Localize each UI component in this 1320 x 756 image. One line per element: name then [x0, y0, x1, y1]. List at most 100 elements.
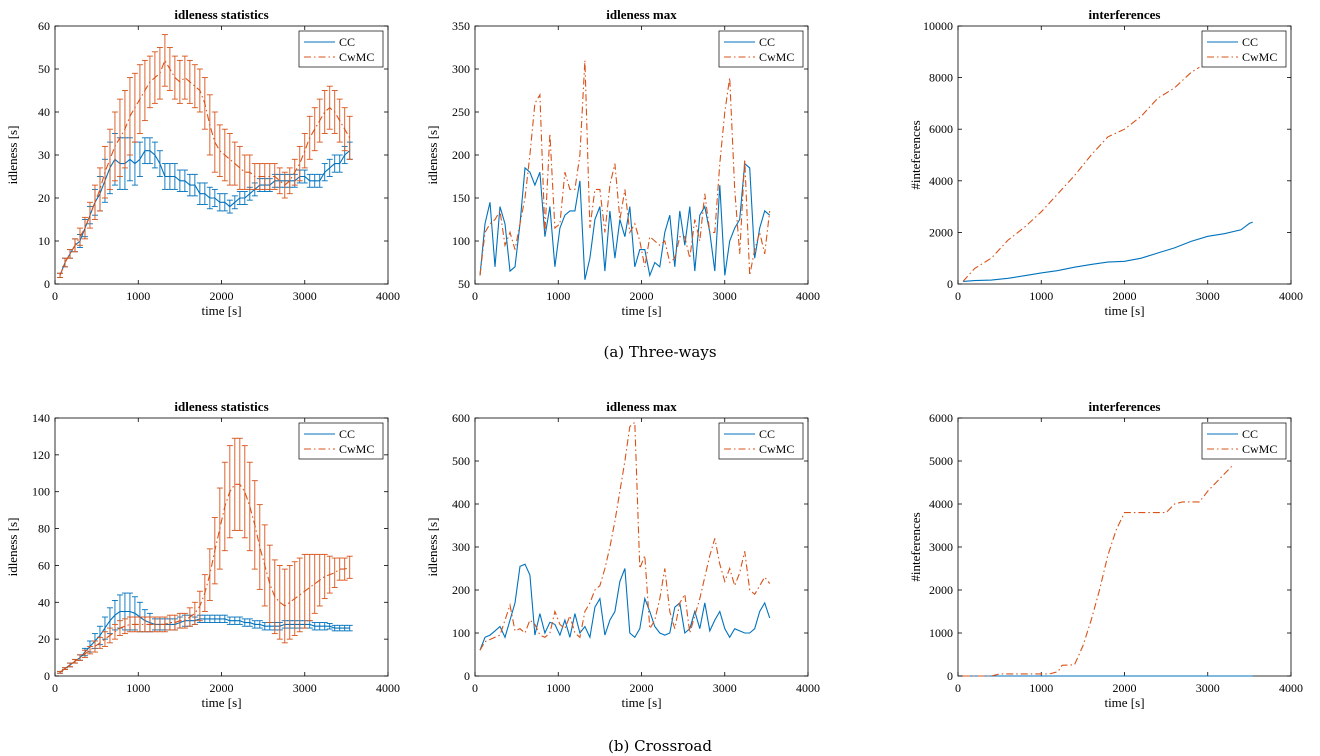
x-tick-label: 0	[955, 289, 961, 303]
y-tick-label: 40	[38, 105, 50, 119]
y-tick-label: 5000	[929, 454, 953, 468]
y-tick-label: 10	[38, 234, 50, 248]
x-tick-label: 1000	[1029, 289, 1053, 303]
y-tick-label: 60	[38, 558, 50, 572]
chart-title: idleness max	[606, 7, 677, 22]
x-tick-label: 3000	[1196, 681, 1220, 695]
x-axis-label: time [s]	[1104, 695, 1144, 710]
x-tick-label: 0	[472, 681, 478, 695]
x-axis-label: time [s]	[621, 695, 661, 710]
y-tick-label: 50	[38, 62, 50, 76]
series-line-cc	[479, 162, 771, 280]
y-tick-label: 40	[38, 595, 50, 609]
y-tick-label: 300	[452, 62, 470, 76]
x-tick-label: 3000	[1196, 289, 1220, 303]
x-tick-label: 0	[52, 681, 58, 695]
y-tick-label: 6000	[929, 122, 953, 136]
y-axis-label: #inteferences	[908, 120, 923, 189]
y-tick-label: 140	[32, 411, 50, 425]
legend-box	[298, 422, 384, 460]
y-tick-label: 0	[464, 669, 470, 683]
x-axis-label: time [s]	[621, 303, 661, 318]
x-tick-label: 0	[472, 289, 478, 303]
legend-box	[718, 30, 804, 68]
chart-panel-3: idleness statistics 0 1000 2000 3000 4000 0 20 4…	[5, 399, 400, 710]
legend-box	[1201, 422, 1287, 460]
y-tick-label: 0	[947, 669, 953, 683]
y-tick-label: 300	[452, 540, 470, 554]
y-tick-label: 6000	[929, 411, 953, 425]
x-axis-label: time [s]	[201, 695, 241, 710]
series-line-cc	[59, 150, 351, 276]
x-tick-label: 4000	[376, 681, 400, 695]
y-tick-label: 100	[452, 234, 470, 248]
series-line-cwmc	[479, 60, 771, 276]
legend-box	[298, 30, 384, 68]
x-tick-label: 2000	[1113, 681, 1137, 695]
x-tick-label: 1000	[126, 289, 150, 303]
x-tick-label: 0	[52, 289, 58, 303]
y-tick-label: 600	[452, 411, 470, 425]
caption-three-ways: (a) Three-ways	[603, 343, 716, 361]
y-tick-label: 60	[38, 19, 50, 33]
y-tick-label: 2000	[929, 225, 953, 239]
chart-title: idleness statistics	[174, 7, 268, 22]
x-tick-label: 3000	[293, 289, 317, 303]
x-tick-label: 3000	[293, 681, 317, 695]
y-axis-label: idleness [s]	[5, 518, 20, 577]
legend-label-cwmc: CwMC	[339, 50, 374, 64]
y-axis-label: idleness [s]	[425, 126, 440, 185]
series-line-cc	[962, 221, 1253, 282]
y-tick-label: 50	[458, 277, 470, 291]
x-tick-label: 0	[955, 681, 961, 695]
x-tick-label: 2000	[1113, 289, 1137, 303]
x-tick-label: 1000	[546, 289, 570, 303]
y-axis-label: idleness [s]	[5, 126, 20, 185]
y-axis-label: #inteferences	[908, 512, 923, 581]
legend-box	[718, 422, 804, 460]
y-tick-label: 120	[32, 448, 50, 462]
x-tick-label: 4000	[1279, 681, 1303, 695]
series-line-cwmc	[962, 66, 1200, 282]
x-tick-label: 2000	[630, 289, 654, 303]
series-line-cwmc	[479, 421, 771, 651]
x-tick-label: 1000	[546, 681, 570, 695]
chart-panel-2: interferences 0 1000 2000 3000 4000 0 2000 4000 6…	[908, 7, 1303, 318]
chart-panel-5: interferences 0 1000 2000 3000 4000 0 1000 2000 3…	[908, 399, 1303, 710]
legend-label-cwmc: CwMC	[1242, 442, 1277, 456]
x-tick-label: 4000	[1279, 289, 1303, 303]
y-tick-label: 80	[38, 522, 50, 536]
x-axis-label: time [s]	[201, 303, 241, 318]
x-tick-label: 2000	[630, 681, 654, 695]
series-line-cc	[479, 563, 771, 651]
y-tick-label: 2000	[929, 583, 953, 597]
series-line-cwmc	[963, 464, 1234, 677]
legend-label-cwmc: CwMC	[339, 442, 374, 456]
legend-label-cc: CC	[759, 427, 775, 441]
series-line-cwmc	[59, 483, 350, 673]
y-tick-label: 100	[452, 626, 470, 640]
legend-label-cc: CC	[759, 35, 775, 49]
x-tick-label: 3000	[713, 289, 737, 303]
y-tick-label: 200	[452, 583, 470, 597]
y-axis-label: idleness [s]	[425, 518, 440, 577]
y-tick-label: 20	[38, 191, 50, 205]
y-tick-label: 0	[44, 277, 50, 291]
legend-box	[1201, 30, 1287, 68]
x-tick-label: 1000	[126, 681, 150, 695]
y-tick-label: 20	[38, 632, 50, 646]
x-tick-label: 4000	[796, 681, 820, 695]
chart-panel-4: idleness max 0 1000 2000 3000 4000 0 100 200 300 4…	[425, 399, 820, 710]
y-tick-label: 250	[452, 105, 470, 119]
x-tick-label: 1000	[1029, 681, 1053, 695]
y-tick-label: 1000	[929, 626, 953, 640]
y-tick-label: 3000	[929, 540, 953, 554]
y-tick-label: 4000	[929, 497, 953, 511]
x-tick-label: 4000	[796, 289, 820, 303]
y-tick-label: 10000	[923, 19, 953, 33]
x-tick-label: 2000	[210, 289, 234, 303]
chart-panel-1: idleness max 0 1000 2000 3000 4000 50 100 150 200…	[425, 7, 820, 318]
chart-title: interferences	[1089, 399, 1161, 414]
y-tick-label: 100	[32, 485, 50, 499]
